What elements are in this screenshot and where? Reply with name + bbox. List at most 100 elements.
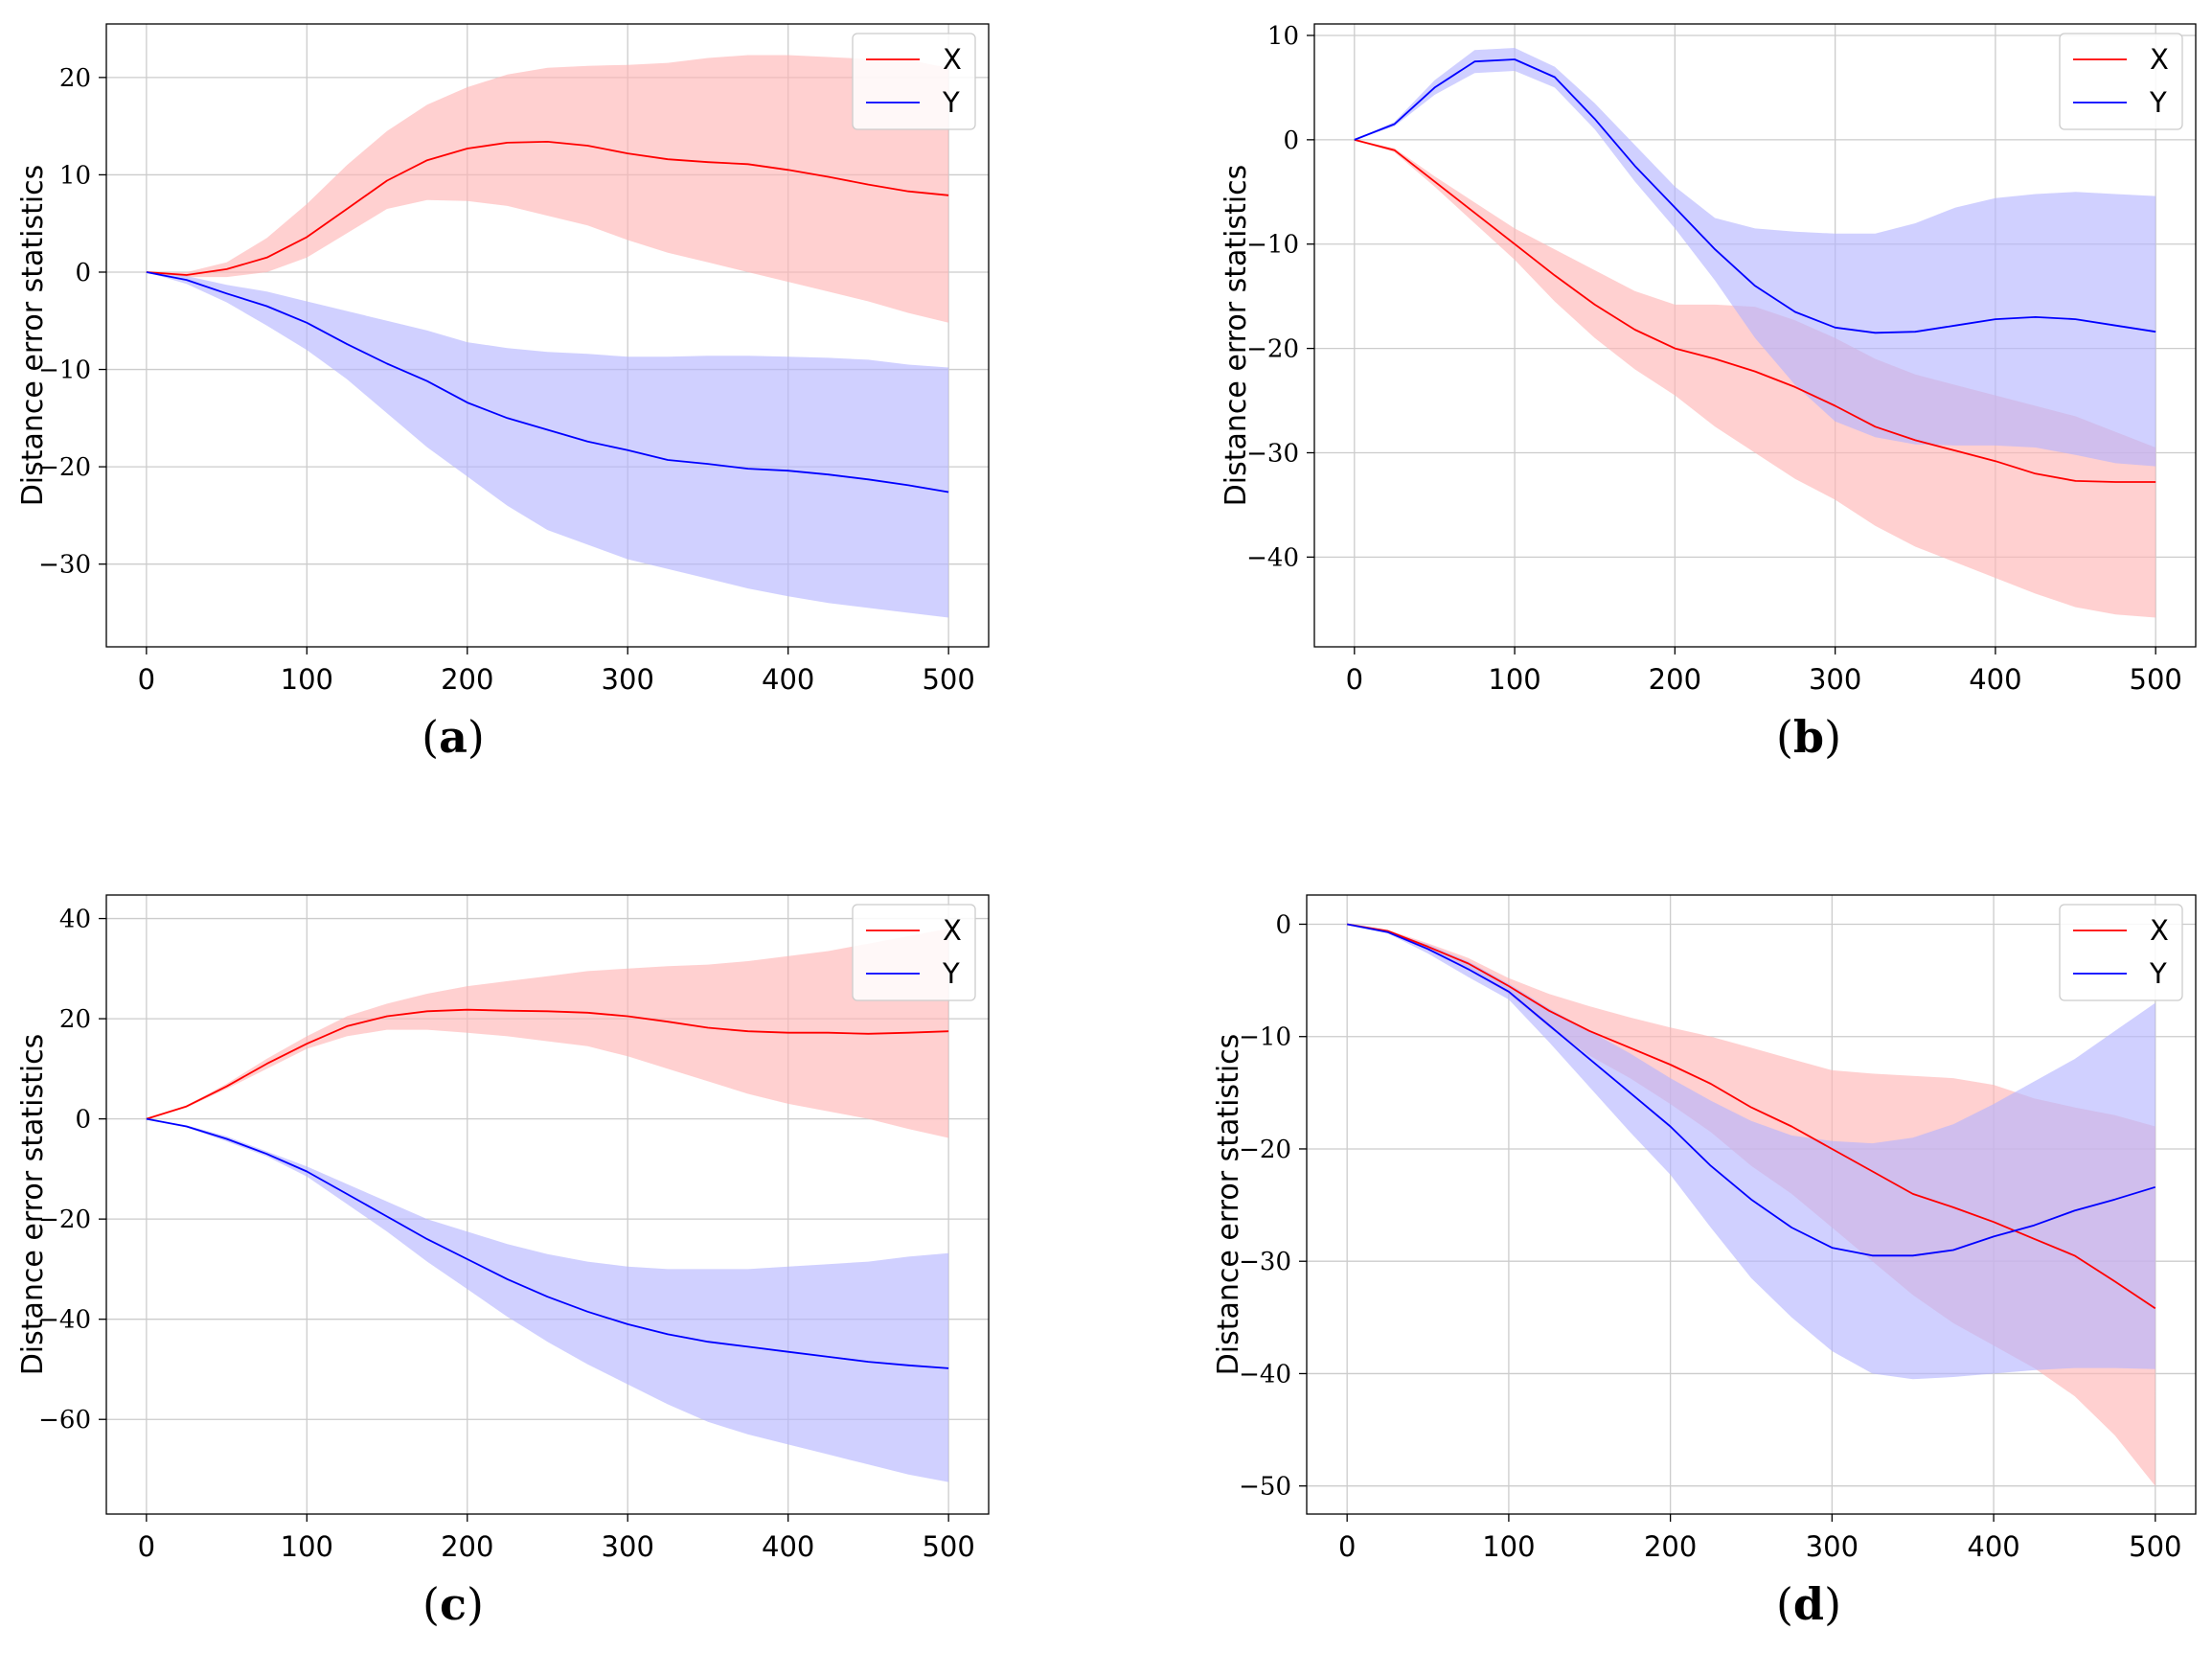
y-tick-label-1: 10	[59, 161, 91, 190]
y-tick-label-4: −20	[38, 453, 91, 482]
y-tick-label-3: −20	[1246, 335, 1299, 364]
caption-paren-open: (	[422, 1578, 440, 1630]
y-tick-label-2: 0	[75, 259, 91, 287]
line-x-c	[146, 1008, 949, 1120]
y-tick-label-1: 0	[1283, 126, 1299, 155]
panel-caption: (a)	[422, 711, 485, 763]
axes-frame	[1313, 23, 2197, 648]
x-tick-label-5: 500	[2130, 663, 2182, 696]
caption-letter: b	[1793, 711, 1824, 763]
chart-panel-d: 0 100 200 300 400 500 0 −10 −20 −30 −40 −50 Distance…	[1212, 894, 2197, 1630]
caption-paren-close: )	[1824, 711, 1841, 763]
legend-label-x: X	[943, 43, 962, 76]
y-tick-label-0: 20	[59, 64, 91, 93]
x-tick-label-3: 300	[602, 1530, 654, 1563]
x-tick-label-0: 0	[138, 1530, 155, 1563]
y-tick-label-1: 20	[59, 1005, 91, 1034]
line-y-b	[1354, 58, 2156, 334]
caption-paren-close: )	[467, 711, 485, 763]
x-tick-label-1: 100	[281, 1530, 333, 1563]
y-axis-label: Distance error statistics	[1212, 1034, 1245, 1376]
legend-label-y: Y	[942, 957, 960, 990]
band-x-c	[146, 929, 949, 1138]
x-tick-label-4: 400	[762, 663, 814, 696]
x-tick-label-2: 200	[441, 1530, 493, 1563]
axes-frame	[105, 23, 990, 648]
caption-paren-open: (	[1776, 711, 1793, 763]
line-y-a	[146, 271, 949, 494]
y-tick-label-0: 10	[1267, 22, 1299, 51]
x-tick-label-5: 500	[922, 1530, 974, 1563]
y-tick-label-5: −30	[38, 551, 91, 580]
y-tick-label-4: −30	[1246, 439, 1299, 468]
x-tick-label-3: 300	[602, 663, 654, 696]
y-tick-label-3: −10	[38, 356, 91, 385]
y-tick-label-4: −40	[38, 1306, 91, 1335]
band-x-b	[1354, 139, 2156, 618]
legend-box	[852, 33, 976, 130]
x-tick-label-1: 100	[1488, 663, 1540, 696]
y-tick-label-2: −10	[1246, 231, 1299, 260]
line-x-a	[146, 140, 949, 276]
y-tick-label-5: −50	[1239, 1473, 1291, 1502]
x-tick-label-1: 100	[281, 663, 333, 696]
y-tick-label-2: −20	[1239, 1136, 1291, 1164]
panel-caption: (d)	[1776, 1578, 1841, 1630]
legend-label-y: Y	[2149, 957, 2167, 990]
x-tick-label-5: 500	[2129, 1530, 2181, 1563]
x-tick-label-2: 200	[441, 663, 493, 696]
y-tick-label-3: −30	[1239, 1248, 1291, 1276]
x-tick-label-0: 0	[1346, 663, 1363, 696]
x-tick-label-2: 200	[1649, 663, 1701, 696]
panel-caption: (c)	[422, 1578, 484, 1630]
x-tick-label-4: 400	[762, 1530, 814, 1563]
line-y-d	[1347, 923, 2156, 1257]
x-tick-label-2: 200	[1644, 1530, 1697, 1563]
band-y-a	[146, 272, 949, 618]
y-tick-label-0: 0	[1275, 910, 1291, 939]
chart-panel-b: 0 100 200 300 400 500100−10−20−30−40Distance …	[1220, 22, 2197, 763]
band-x-a	[146, 55, 949, 323]
caption-paren-close: )	[467, 1578, 484, 1630]
x-tick-label-1: 100	[1482, 1530, 1535, 1563]
x-tick-label-0: 0	[1338, 1530, 1356, 1563]
y-tick-label-3: −20	[38, 1205, 91, 1234]
legend-label-x: X	[943, 914, 962, 947]
line-y-c	[146, 1117, 949, 1369]
caption-letter: c	[440, 1578, 467, 1630]
caption-paren-close: )	[1824, 1578, 1841, 1630]
legend-label-x: X	[2150, 43, 2169, 76]
legend-label-y: Y	[942, 86, 960, 119]
y-tick-label-4: −40	[1239, 1360, 1291, 1389]
y-tick-label-5: −40	[1246, 543, 1299, 572]
y-axis-label: Distance error statistics	[16, 165, 50, 507]
legend-box	[852, 904, 976, 1001]
line-x-d	[1347, 923, 2156, 1310]
y-axis-label: Distance error statistics	[16, 1034, 50, 1376]
axes-frame	[1306, 894, 2197, 1515]
y-tick-label-1: −10	[1239, 1023, 1291, 1052]
x-tick-label-0: 0	[138, 663, 155, 696]
y-axis-label: Distance error statistics	[1220, 165, 1253, 507]
x-tick-label-3: 300	[1809, 663, 1861, 696]
caption-paren-open: (	[1776, 1578, 1793, 1630]
caption-letter: d	[1793, 1578, 1824, 1630]
line-x-b	[1354, 139, 2156, 483]
caption-letter: a	[439, 711, 467, 763]
band-y-b	[1354, 48, 2156, 467]
caption-paren-open: (	[422, 711, 439, 763]
legend-label-x: X	[2150, 914, 2169, 947]
panel-caption: (b)	[1776, 711, 1841, 763]
legend-box	[2059, 33, 2183, 130]
y-tick-label-2: 0	[75, 1106, 91, 1135]
x-tick-label-3: 300	[1806, 1530, 1859, 1563]
legend-label-y: Y	[2149, 86, 2167, 119]
band-y-c	[146, 1118, 949, 1482]
legend-box	[2059, 904, 2183, 1001]
y-tick-label-0: 40	[59, 906, 91, 934]
x-tick-label-4: 400	[1969, 663, 2021, 696]
x-tick-label-4: 400	[1967, 1530, 2019, 1563]
